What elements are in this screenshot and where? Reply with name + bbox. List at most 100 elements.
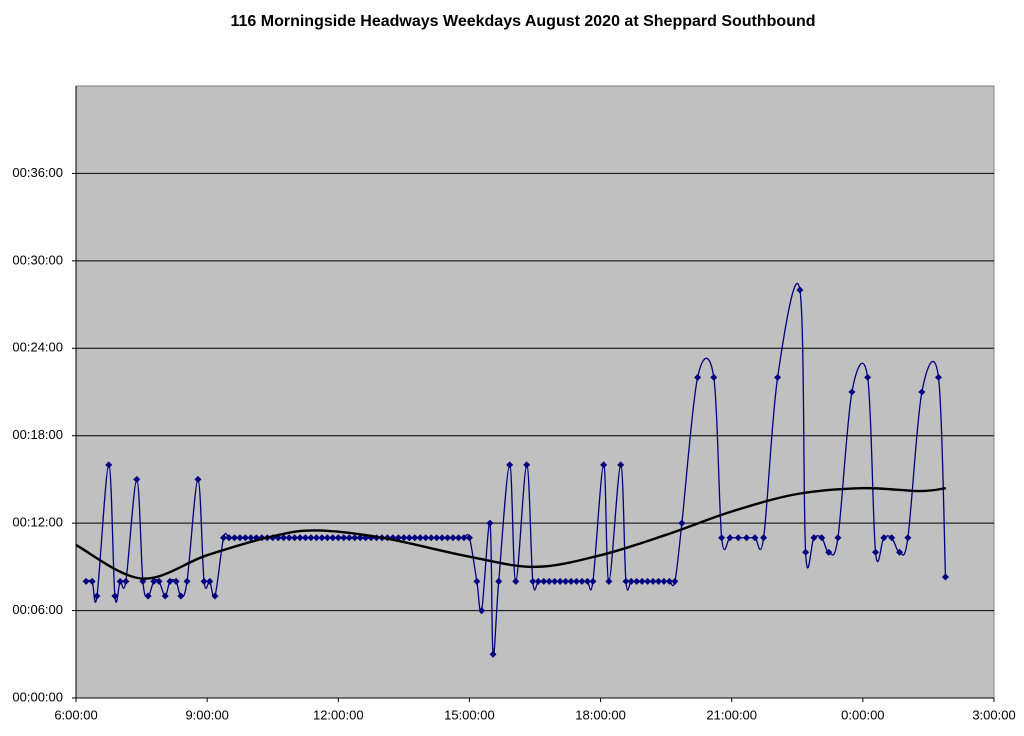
marker: [665, 577, 673, 585]
marker: [177, 592, 185, 600]
marker: [523, 461, 531, 469]
marker: [166, 577, 174, 585]
marker: [172, 577, 180, 585]
plot-area: [75, 85, 995, 699]
marker: [161, 592, 169, 600]
marker: [105, 461, 113, 469]
marker: [220, 534, 228, 542]
marker: [726, 534, 734, 542]
marker: [810, 534, 818, 542]
marker: [567, 577, 575, 585]
marker: [872, 548, 880, 556]
marker: [802, 548, 810, 556]
marker: [460, 534, 468, 542]
y-tick-label: 00:36:00: [12, 165, 63, 180]
marker: [444, 534, 452, 542]
y-tick-label: 00:00:00: [12, 689, 63, 704]
marker: [478, 607, 486, 615]
marker: [155, 577, 163, 585]
marker: [422, 534, 430, 542]
marker: [934, 373, 942, 381]
marker: [296, 534, 304, 542]
marker: [904, 534, 912, 542]
marker: [302, 534, 309, 542]
marker: [710, 373, 718, 381]
marker: [194, 475, 202, 483]
marker: [144, 592, 152, 600]
marker: [93, 592, 101, 600]
marker: [329, 534, 337, 542]
marker: [825, 548, 833, 556]
marker: [578, 577, 586, 585]
trend-line: [75, 486, 947, 580]
marker: [941, 573, 949, 581]
marker: [495, 577, 503, 585]
marker: [562, 577, 570, 585]
marker: [473, 577, 481, 585]
marker: [718, 534, 726, 542]
marker: [818, 534, 826, 542]
marker: [356, 534, 364, 542]
marker: [247, 534, 255, 542]
marker: [211, 592, 219, 600]
marker: [225, 534, 233, 542]
marker: [405, 534, 413, 542]
marker: [649, 577, 657, 585]
marker: [345, 534, 353, 542]
marker: [660, 577, 668, 585]
marker: [291, 534, 299, 542]
marker: [318, 534, 326, 542]
marker: [864, 373, 872, 381]
marker: [622, 577, 630, 585]
marker: [774, 373, 782, 381]
y-tick-label: 00:12:00: [12, 515, 63, 530]
marker: [280, 534, 288, 542]
marker: [506, 461, 514, 469]
marker: [486, 519, 494, 527]
marker: [82, 577, 90, 585]
marker: [880, 534, 888, 542]
marker: [918, 388, 926, 396]
marker: [455, 534, 462, 542]
marker: [111, 592, 119, 600]
marker: [323, 534, 331, 542]
marker: [433, 534, 441, 542]
marker: [573, 577, 581, 585]
x-tick-label: 9:00:00: [185, 707, 228, 722]
marker: [644, 577, 652, 585]
x-tick-label: 3:00:00: [972, 707, 1015, 722]
marker: [796, 286, 804, 294]
marker: [760, 534, 768, 542]
marker: [694, 373, 702, 381]
marker: [896, 548, 904, 556]
y-tick-label: 00:24:00: [12, 340, 63, 355]
marker: [400, 534, 408, 542]
marker: [411, 534, 419, 542]
marker: [133, 475, 141, 483]
marker: [600, 461, 608, 469]
marker: [285, 534, 293, 542]
marker: [351, 534, 359, 542]
marker: [88, 577, 96, 585]
marker: [438, 534, 446, 542]
marker: [678, 519, 686, 527]
marker: [416, 534, 424, 542]
marker: [627, 577, 635, 585]
marker: [340, 534, 348, 542]
marker: [122, 577, 130, 585]
marker: [848, 388, 856, 396]
chart-title: 116 Morningside Headways Weekdays August…: [230, 13, 815, 30]
marker: [551, 577, 559, 585]
marker: [633, 577, 641, 585]
marker: [512, 577, 520, 585]
marker: [888, 534, 896, 542]
marker: [751, 534, 759, 542]
marker: [465, 534, 473, 542]
marker: [241, 534, 249, 542]
marker: [200, 577, 208, 585]
marker: [206, 577, 214, 585]
marker: [545, 577, 553, 585]
marker: [617, 461, 625, 469]
